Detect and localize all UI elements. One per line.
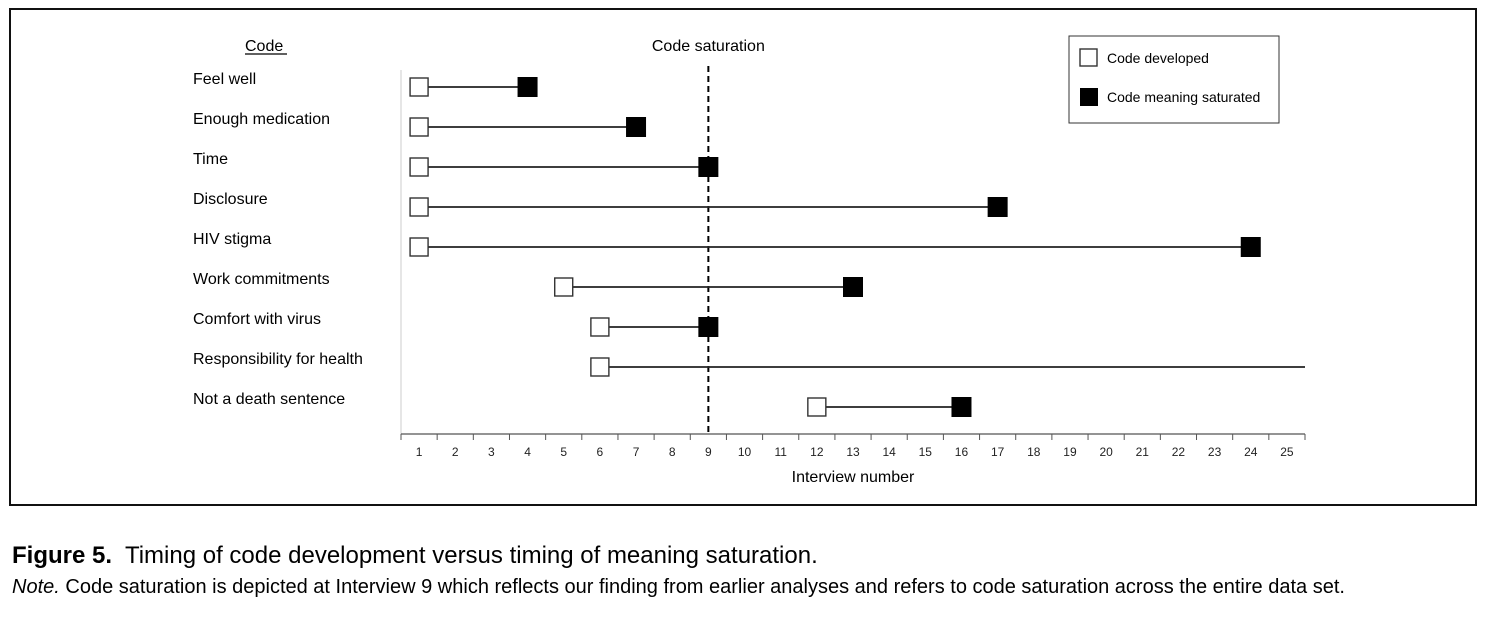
legend-box	[1068, 35, 1280, 124]
code-saturated-marker	[843, 277, 863, 297]
code-saturated-marker	[951, 397, 972, 417]
x-tick-label: 1	[416, 445, 423, 459]
x-tick-label: 11	[774, 445, 787, 459]
code-label: Feel well	[193, 71, 256, 88]
x-axis-title: Interview number	[792, 469, 915, 486]
x-tick-label: 15	[919, 445, 933, 459]
code-developed-marker	[409, 117, 429, 137]
x-tick-label: 12	[810, 445, 824, 459]
x-tick-label: 3	[488, 445, 495, 459]
x-tick-label: 24	[1244, 445, 1258, 459]
x-tick-label: 21	[1136, 445, 1150, 459]
figure-title-line: Figure 5. Timing of code development ver…	[12, 540, 1472, 572]
figure-note: Note. Code saturation is depicted at Int…	[12, 574, 1472, 601]
code-developed-marker	[554, 277, 574, 297]
x-tick-label: 20	[1099, 445, 1113, 459]
x-tick-label: 13	[846, 445, 860, 459]
saturation-label: Code saturation	[652, 38, 765, 55]
x-tick-label: 2	[452, 445, 459, 459]
legend-open-square	[1079, 48, 1098, 67]
legend-label-saturated: Code meaning saturated	[1107, 89, 1260, 105]
code-saturated-marker	[517, 77, 538, 97]
x-tick-label: 9	[705, 445, 712, 459]
code-label: HIV stigma	[193, 231, 271, 248]
code-label: Disclosure	[193, 191, 268, 208]
x-tick-label: 18	[1027, 445, 1041, 459]
code-developed-marker	[409, 77, 429, 97]
x-tick-label: 6	[597, 445, 604, 459]
code-saturated-marker	[698, 157, 719, 177]
figure-label: Figure 5.	[12, 542, 113, 569]
x-tick-label: 4	[524, 445, 531, 459]
x-tick-label: 7	[633, 445, 640, 459]
x-tick-label: 10	[738, 445, 752, 459]
code-label: Comfort with virus	[193, 311, 321, 328]
code-developed-marker	[409, 157, 429, 177]
x-tick-label: 23	[1208, 445, 1222, 459]
x-tick-label: 25	[1280, 445, 1294, 459]
note-text: Code saturation is depicted at Interview…	[65, 576, 1345, 598]
code-saturated-marker	[626, 117, 647, 137]
code-header: Code	[245, 38, 283, 55]
x-tick-label: 14	[882, 445, 896, 459]
code-saturated-marker	[698, 317, 719, 337]
code-developed-marker	[409, 237, 429, 257]
code-saturated-marker	[1240, 237, 1261, 257]
code-label: Not a death sentence	[193, 391, 345, 408]
x-tick-label: 22	[1172, 445, 1186, 459]
figure-caption: Figure 5. Timing of code development ver…	[12, 540, 1472, 601]
legend-filled-square	[1080, 88, 1098, 106]
chart-frame: Code 1 2 3 4 5 6 7 8 9 10 11 12 13 14 15 16 17 18 19 20 21 22 2…	[9, 8, 1477, 506]
code-developed-marker	[409, 197, 429, 217]
x-tick-label: 5	[560, 445, 567, 459]
x-tick-label: 17	[991, 445, 1005, 459]
code-developed-marker	[590, 357, 610, 377]
x-tick-label: 19	[1063, 445, 1077, 459]
x-tick-label: 8	[669, 445, 676, 459]
code-label: Responsibility for health	[193, 351, 363, 368]
note-label: Note.	[12, 576, 60, 598]
code-saturated-marker	[987, 197, 1008, 217]
legend-label-developed: Code developed	[1107, 50, 1209, 66]
code-developed-marker	[590, 317, 610, 337]
code-label: Work commitments	[193, 271, 330, 288]
code-label: Enough medication	[193, 111, 330, 128]
code-label: Time	[193, 151, 228, 168]
code-developed-marker	[807, 397, 827, 417]
figure-title: Timing of code development versus timing…	[124, 542, 818, 569]
x-tick-label: 16	[955, 445, 969, 459]
